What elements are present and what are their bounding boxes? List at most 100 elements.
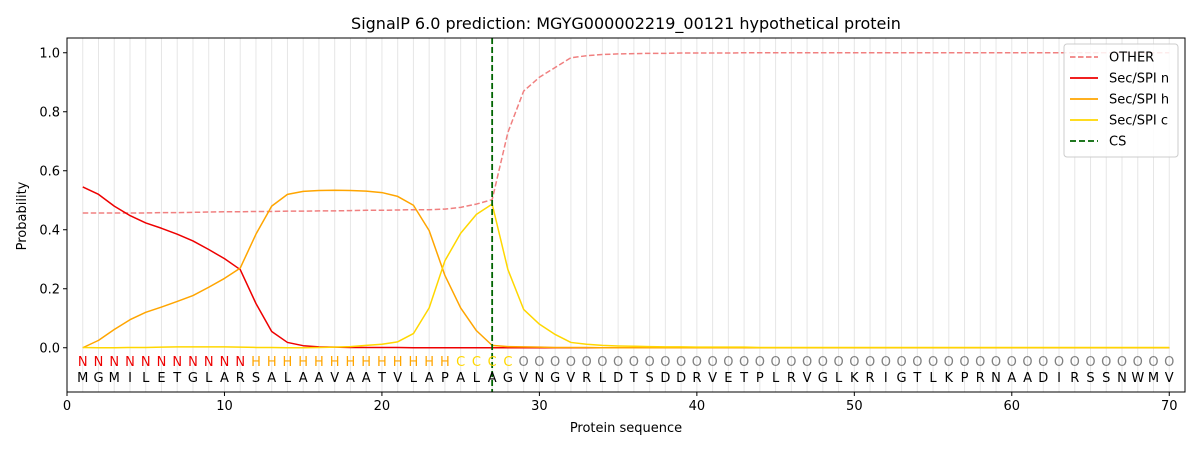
- residue-letter: T: [912, 371, 921, 386]
- residue-letter: T: [739, 371, 748, 386]
- region-label: O: [582, 355, 592, 370]
- residue-letter: T: [377, 371, 386, 386]
- region-label: O: [755, 355, 765, 370]
- region-label: N: [94, 355, 104, 370]
- residue-letter: R: [787, 371, 796, 386]
- region-label: O: [1038, 355, 1048, 370]
- residue-letter: W: [1131, 371, 1144, 386]
- residue-letter: N: [535, 371, 545, 386]
- region-label: O: [881, 355, 891, 370]
- region-label: O: [1085, 355, 1095, 370]
- x-tick-label: 40: [689, 399, 706, 414]
- residue-letter: N: [991, 371, 1001, 386]
- residue-letter: A: [425, 371, 434, 386]
- residue-letter: D: [1038, 371, 1048, 386]
- region-label: N: [125, 355, 135, 370]
- region-label: O: [613, 355, 623, 370]
- series-line-0: [82, 52, 1170, 214]
- region-label: O: [676, 355, 686, 370]
- region-label: O: [692, 355, 702, 370]
- x-tick-label: 0: [63, 399, 71, 414]
- region-label: H: [361, 355, 371, 370]
- residue-letter: S: [1086, 371, 1094, 386]
- legend-box: [1063, 43, 1179, 158]
- region-label: O: [818, 355, 828, 370]
- region-label: N: [204, 355, 214, 370]
- region-label: O: [1148, 355, 1158, 370]
- y-tick-label: 0.4: [39, 223, 60, 238]
- series-line-3: [82, 203, 1170, 349]
- region-label: O: [519, 355, 529, 370]
- region-label: O: [1007, 355, 1017, 370]
- region-label: H: [440, 355, 450, 370]
- region-label: N: [220, 355, 230, 370]
- region-label: O: [550, 355, 560, 370]
- residue-letter: L: [772, 371, 780, 386]
- region-label: C: [503, 355, 512, 370]
- region-label: O: [1164, 355, 1174, 370]
- region-label: H: [346, 355, 356, 370]
- region-label: O: [896, 355, 906, 370]
- residue-letter: P: [961, 371, 969, 386]
- residue-letter: G: [818, 371, 828, 386]
- region-label: H: [314, 355, 324, 370]
- region-label: O: [928, 355, 938, 370]
- x-axis-ticks: 0 10 20 30 40 50 60 70: [63, 392, 1178, 414]
- region-label: C: [456, 355, 465, 370]
- x-tick-label: 20: [374, 399, 391, 414]
- residue-letter: N: [1117, 371, 1127, 386]
- residue-letter: L: [473, 371, 481, 386]
- residue-letter: L: [205, 371, 213, 386]
- residue-letter: T: [172, 371, 181, 386]
- region-label: O: [739, 355, 749, 370]
- series-layer: [82, 52, 1170, 349]
- residue-letter: A: [346, 371, 355, 386]
- residue-letter: S: [645, 371, 653, 386]
- region-label: O: [629, 355, 639, 370]
- region-label: O: [770, 355, 780, 370]
- residue-letter: A: [362, 371, 371, 386]
- region-label: O: [1054, 355, 1064, 370]
- region-label: O: [849, 355, 859, 370]
- region-label: O: [944, 355, 954, 370]
- y-tick-label: 1.0: [39, 46, 60, 61]
- residue-letter: R: [866, 371, 875, 386]
- region-label: O: [833, 355, 843, 370]
- residue-letter: E: [157, 371, 165, 386]
- chart-title: SignalP 6.0 prediction: MGYG000002219_00…: [351, 14, 901, 34]
- region-label: H: [409, 355, 419, 370]
- region-label: C: [472, 355, 481, 370]
- region-label: H: [424, 355, 434, 370]
- y-axis-ticks: 0.0 0.2 0.4 0.6 0.8 1.0: [39, 46, 67, 356]
- region-label: O: [959, 355, 969, 370]
- residue-letter: L: [284, 371, 292, 386]
- residue-letter: A: [456, 371, 465, 386]
- residue-letter: A: [1023, 371, 1032, 386]
- region-label: H: [330, 355, 340, 370]
- residue-letter: G: [188, 371, 198, 386]
- region-label: O: [566, 355, 576, 370]
- region-label: O: [1117, 355, 1127, 370]
- residue-letter: G: [550, 371, 560, 386]
- residue-letter: A: [314, 371, 323, 386]
- region-label: H: [283, 355, 293, 370]
- residue-letter: L: [410, 371, 418, 386]
- region-label: O: [597, 355, 607, 370]
- region-label: O: [1070, 355, 1080, 370]
- residue-letter: V: [803, 371, 812, 386]
- residue-letter: V: [566, 371, 575, 386]
- residue-letter: L: [929, 371, 937, 386]
- region-label: O: [707, 355, 717, 370]
- residue-letter: T: [629, 371, 638, 386]
- region-label: O: [645, 355, 655, 370]
- series-line-2: [82, 189, 1170, 349]
- residue-letter: D: [660, 371, 670, 386]
- region-label: O: [991, 355, 1001, 370]
- residue-letter: A: [220, 371, 229, 386]
- residue-letter: L: [599, 371, 607, 386]
- region-label: H: [377, 355, 387, 370]
- region-label: H: [298, 355, 308, 370]
- residue-letter: L: [142, 371, 150, 386]
- residue-letter: G: [93, 371, 103, 386]
